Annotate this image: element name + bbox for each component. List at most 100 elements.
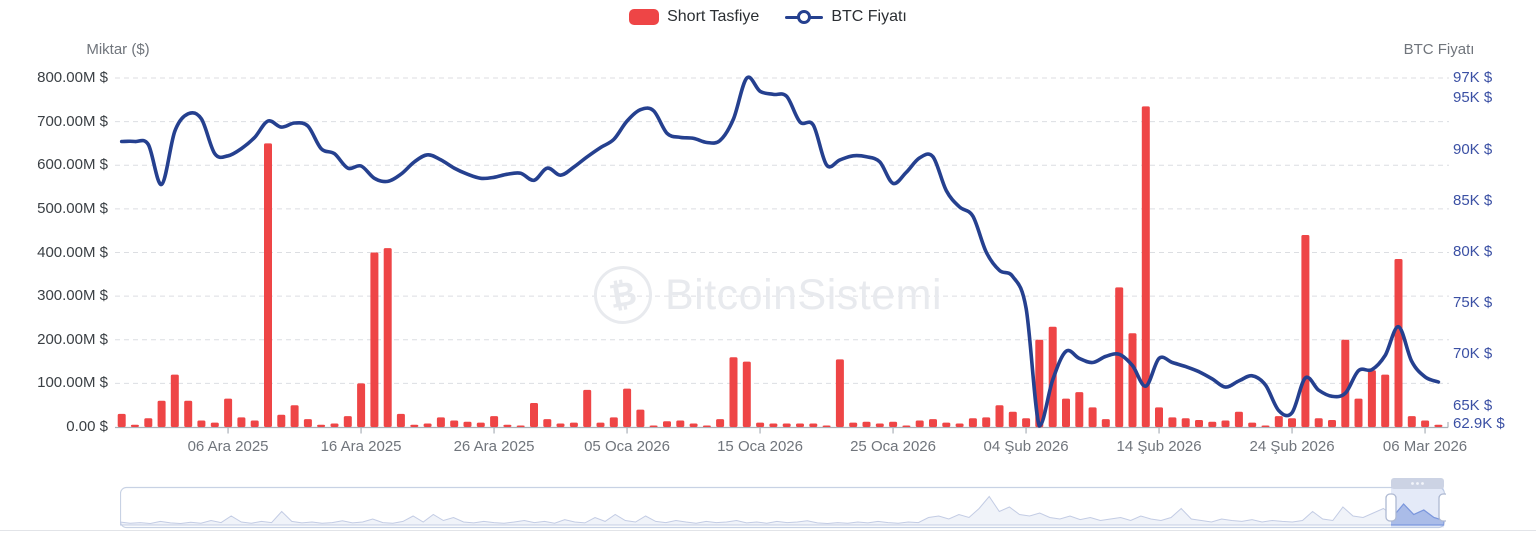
- short-bar[interactable]: [130, 424, 139, 427]
- short-bar[interactable]: [649, 425, 658, 428]
- short-bar[interactable]: [396, 413, 405, 427]
- short-bar[interactable]: [383, 248, 392, 427]
- short-bar[interactable]: [796, 423, 804, 428]
- short-bar[interactable]: [742, 361, 751, 427]
- short-bar[interactable]: [636, 409, 645, 427]
- short-bar[interactable]: [197, 420, 206, 428]
- short-bar[interactable]: [1288, 418, 1296, 427]
- short-bar[interactable]: [822, 425, 831, 428]
- short-bar[interactable]: [862, 421, 871, 427]
- short-bar[interactable]: [968, 418, 977, 427]
- nav-handle-left[interactable]: [1385, 493, 1397, 522]
- short-bar[interactable]: [716, 419, 725, 427]
- short-bar[interactable]: [1341, 339, 1350, 428]
- short-bar[interactable]: [1381, 374, 1390, 427]
- short-bar[interactable]: [556, 423, 565, 428]
- range-navigator[interactable]: [120, 478, 1446, 534]
- short-bar[interactable]: [450, 420, 459, 428]
- short-bar[interactable]: [849, 422, 858, 427]
- short-bar[interactable]: [596, 422, 605, 427]
- short-bar[interactable]: [210, 422, 219, 427]
- short-bar[interactable]: [1394, 259, 1403, 427]
- short-bar[interactable]: [144, 418, 153, 427]
- short-bar[interactable]: [1274, 416, 1283, 427]
- legend-item-btc[interactable]: BTC Fiyatı: [785, 8, 907, 26]
- short-bar[interactable]: [503, 424, 512, 427]
- short-bar[interactable]: [237, 417, 246, 427]
- short-bar[interactable]: [995, 405, 1004, 427]
- short-bar[interactable]: [250, 420, 259, 428]
- short-bar[interactable]: [1141, 106, 1150, 428]
- short-bar[interactable]: [835, 359, 844, 427]
- short-bar[interactable]: [569, 422, 578, 427]
- short-bar[interactable]: [663, 421, 671, 427]
- short-bar[interactable]: [516, 425, 525, 428]
- short-bar[interactable]: [902, 425, 911, 428]
- short-bar[interactable]: [729, 357, 738, 427]
- short-bar[interactable]: [809, 423, 818, 428]
- short-bar[interactable]: [782, 423, 791, 428]
- short-bar[interactable]: [476, 422, 485, 427]
- short-bar[interactable]: [1314, 418, 1323, 427]
- short-bar[interactable]: [224, 398, 233, 427]
- short-bar[interactable]: [1195, 420, 1203, 427]
- short-bar[interactable]: [1248, 422, 1257, 427]
- short-bar[interactable]: [756, 422, 765, 427]
- short-bar[interactable]: [184, 400, 193, 427]
- short-bar[interactable]: [1221, 420, 1230, 428]
- short-bar[interactable]: [689, 423, 698, 428]
- short-bar[interactable]: [955, 423, 964, 428]
- short-bar[interactable]: [1115, 287, 1124, 427]
- short-bar[interactable]: [1101, 419, 1110, 427]
- short-bar[interactable]: [157, 400, 166, 427]
- short-bar[interactable]: [117, 413, 126, 427]
- short-bar[interactable]: [1367, 370, 1376, 427]
- short-bar[interactable]: [942, 422, 951, 427]
- short-bar[interactable]: [1208, 421, 1217, 427]
- short-bar[interactable]: [423, 423, 432, 428]
- short-bar[interactable]: [1261, 425, 1270, 428]
- short-bar[interactable]: [929, 419, 937, 427]
- short-bar[interactable]: [889, 421, 898, 427]
- short-bar[interactable]: [702, 425, 711, 428]
- short-bar[interactable]: [264, 143, 272, 427]
- short-bar[interactable]: [330, 423, 339, 428]
- short-bar[interactable]: [357, 383, 366, 427]
- short-bar[interactable]: [290, 405, 299, 427]
- short-bar[interactable]: [1062, 398, 1070, 427]
- short-bar[interactable]: [317, 424, 326, 427]
- short-bar[interactable]: [343, 416, 352, 427]
- short-bar[interactable]: [676, 420, 685, 428]
- short-bar[interactable]: [1328, 420, 1336, 427]
- short-bar[interactable]: [1421, 420, 1430, 428]
- short-bar[interactable]: [530, 403, 538, 427]
- short-bar[interactable]: [1181, 418, 1190, 427]
- short-bar[interactable]: [463, 421, 472, 427]
- short-bar[interactable]: [623, 388, 632, 427]
- short-bar[interactable]: [277, 414, 286, 427]
- short-bar[interactable]: [1168, 417, 1177, 427]
- short-bar[interactable]: [370, 252, 379, 428]
- short-bar[interactable]: [1128, 333, 1137, 427]
- short-bar[interactable]: [982, 417, 991, 427]
- short-bar[interactable]: [303, 419, 312, 427]
- short-bar[interactable]: [1234, 411, 1243, 427]
- short-bar[interactable]: [1022, 418, 1031, 427]
- short-bar[interactable]: [1008, 411, 1017, 427]
- btc-price-line[interactable]: [119, 75, 1441, 428]
- short-bar[interactable]: [915, 420, 924, 428]
- nav-handle-right[interactable]: [1438, 493, 1446, 522]
- short-bar[interactable]: [543, 419, 552, 427]
- short-bar[interactable]: [1088, 407, 1097, 427]
- short-bar[interactable]: [410, 424, 419, 427]
- short-bar[interactable]: [583, 389, 592, 427]
- short-bar[interactable]: [1075, 392, 1084, 427]
- short-bar[interactable]: [769, 423, 778, 428]
- short-bar[interactable]: [1434, 424, 1443, 427]
- short-bar[interactable]: [875, 423, 884, 428]
- short-bar[interactable]: [1407, 416, 1416, 427]
- short-bar[interactable]: [1354, 398, 1363, 427]
- short-bar[interactable]: [609, 417, 618, 427]
- short-bar[interactable]: [436, 417, 445, 427]
- short-bar[interactable]: [490, 416, 499, 427]
